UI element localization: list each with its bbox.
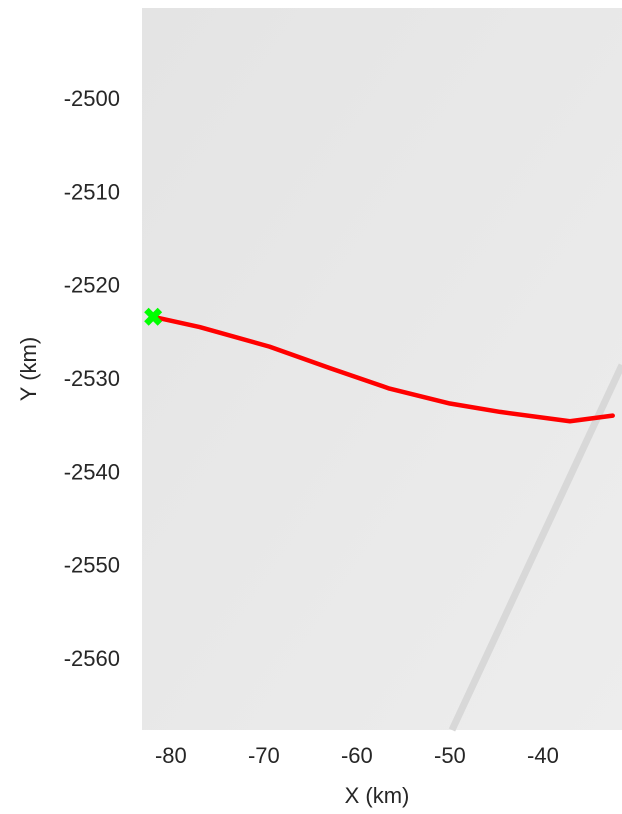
y-tick-label: -2500 — [64, 86, 120, 111]
map-background — [142, 8, 622, 730]
x-tick-label: -60 — [341, 743, 373, 768]
y-tick-label: -2530 — [64, 366, 120, 391]
chart: X (km) Y (km) -80 -70 -60 -50 -40 -2500 -2510 -… — [0, 0, 622, 814]
x-tick-label: -50 — [434, 743, 466, 768]
x-tick-label: -80 — [155, 743, 187, 768]
y-tick-label: -2510 — [64, 179, 120, 204]
y-tick-label: -2550 — [64, 553, 120, 578]
y-axis-label: Y (km) — [16, 337, 41, 401]
x-tick-label: -70 — [248, 743, 280, 768]
x-tick-label: -40 — [527, 743, 559, 768]
y-tick-label: -2540 — [64, 459, 120, 484]
y-tick-label: -2560 — [64, 646, 120, 671]
x-axis-label: X (km) — [345, 783, 410, 808]
y-tick-label: -2520 — [64, 273, 120, 298]
